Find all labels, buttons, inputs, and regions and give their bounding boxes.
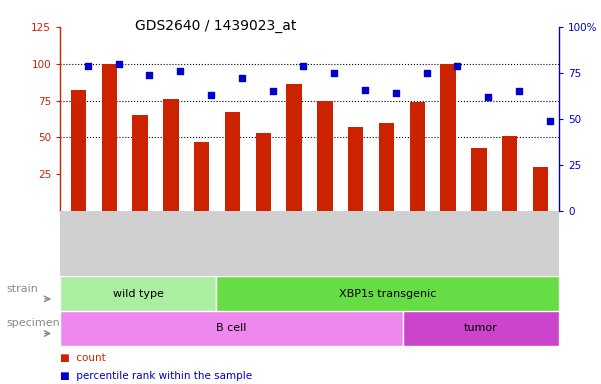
Point [268, 88, 278, 94]
Bar [216, 276, 559, 311]
Point [422, 70, 432, 76]
Bar [441, 64, 456, 211]
Bar [102, 64, 117, 211]
Bar [317, 101, 332, 211]
Bar [194, 142, 209, 211]
Point [514, 88, 523, 94]
Point [483, 94, 493, 100]
Point [175, 68, 185, 74]
Text: wild type: wild type [112, 289, 163, 299]
Text: ■  percentile rank within the sample: ■ percentile rank within the sample [60, 371, 252, 381]
Point [360, 86, 370, 93]
Text: ■  count: ■ count [60, 353, 106, 363]
Bar [60, 311, 403, 346]
Bar [163, 99, 178, 211]
Bar [348, 127, 364, 211]
Bar [71, 90, 87, 211]
Bar [403, 311, 559, 346]
Bar [255, 133, 271, 211]
Bar [225, 113, 240, 211]
Point [206, 92, 216, 98]
Bar [532, 167, 548, 211]
Point [237, 75, 246, 81]
Bar [502, 136, 517, 211]
Bar [60, 276, 216, 311]
Text: tumor: tumor [464, 323, 498, 333]
Bar [379, 123, 394, 211]
Text: specimen: specimen [6, 318, 59, 328]
Text: strain: strain [6, 283, 38, 294]
Text: XBP1s transgenic: XBP1s transgenic [339, 289, 436, 299]
Text: GDS2640 / 1439023_at: GDS2640 / 1439023_at [135, 19, 296, 33]
Point [145, 72, 154, 78]
Point [329, 70, 339, 76]
Bar [471, 148, 487, 211]
Bar [410, 102, 425, 211]
Point [299, 63, 308, 69]
Bar [132, 115, 148, 211]
Point [83, 63, 93, 69]
Text: B cell: B cell [216, 323, 247, 333]
Point [114, 61, 123, 67]
Point [453, 63, 462, 69]
Point [391, 90, 400, 96]
Bar [287, 84, 302, 211]
Point [545, 118, 555, 124]
